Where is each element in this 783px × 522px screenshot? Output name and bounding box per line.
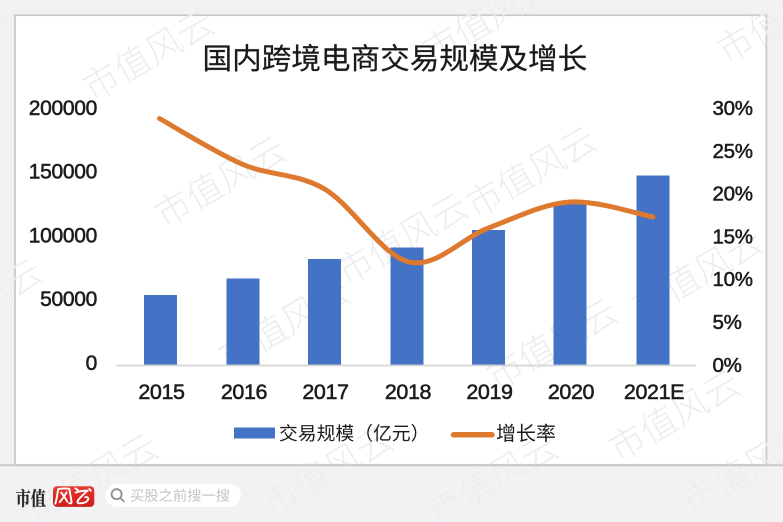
svg-text:5%: 5%: [713, 311, 742, 334]
svg-text:2017: 2017: [302, 380, 348, 404]
svg-text:2019: 2019: [466, 380, 512, 404]
svg-text:2018: 2018: [385, 380, 432, 404]
svg-text:25%: 25%: [713, 140, 753, 163]
svg-text:30%: 30%: [713, 97, 753, 120]
svg-text:2021E: 2021E: [624, 380, 684, 404]
svg-text:20%: 20%: [713, 183, 753, 206]
svg-text:2020: 2020: [548, 380, 595, 404]
svg-text:10%: 10%: [713, 268, 753, 291]
svg-text:200000: 200000: [29, 97, 97, 120]
svg-text:50000: 50000: [40, 288, 97, 311]
svg-text:0: 0: [86, 352, 97, 375]
svg-text:0%: 0%: [713, 354, 742, 377]
svg-text:100000: 100000: [29, 224, 97, 247]
svg-text:150000: 150000: [29, 161, 97, 184]
svg-text:2015: 2015: [138, 380, 185, 404]
svg-text:2016: 2016: [221, 380, 268, 404]
svg-text:15%: 15%: [713, 225, 753, 248]
